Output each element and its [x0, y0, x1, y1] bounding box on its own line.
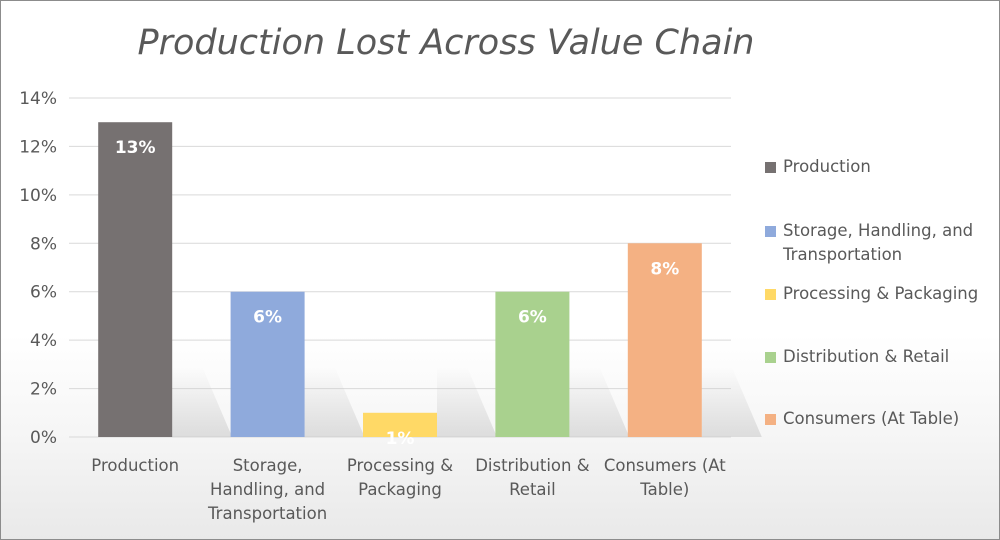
bar-shadow [304, 367, 365, 437]
y-tick-label: 4% [30, 331, 57, 351]
bar-shadow [437, 367, 497, 437]
legend-swatch [765, 162, 776, 173]
bar [230, 291, 305, 437]
bar-shadow [172, 367, 233, 437]
bar [98, 122, 173, 437]
data-label: 6% [518, 308, 547, 328]
chart-title: Production Lost Across Value Chain [137, 23, 755, 63]
legend-item: Consumers (At Table) [765, 407, 959, 431]
y-tick-label: 0% [30, 428, 57, 448]
y-tick-label: 6% [30, 283, 57, 303]
legend-swatch [765, 414, 776, 425]
legend-item: Storage, Handling, and Transportation [765, 219, 973, 267]
legend-label: Distribution & Retail [783, 347, 950, 366]
bar [363, 412, 437, 437]
x-tick-label: Production [91, 456, 179, 475]
x-tick-label: Storage, Handling, and Transportation [207, 456, 327, 523]
legend-item: Production [765, 155, 871, 179]
bar [627, 243, 702, 437]
legend-item: Processing & Packaging [765, 282, 978, 306]
data-label: 13% [115, 138, 156, 158]
y-tick-label: 12% [19, 137, 57, 157]
legend-swatch [765, 226, 776, 237]
y-tick-label: 2% [30, 380, 57, 400]
legend-label: Production [783, 157, 871, 176]
legend-swatch [765, 289, 776, 300]
x-tick-label: Distribution & Retail [475, 456, 590, 499]
legend-label: Storage, Handling, and Transportation [783, 221, 974, 264]
data-label: 8% [650, 259, 679, 279]
bar [495, 291, 570, 437]
x-tick-label: Processing & Packaging [347, 456, 453, 499]
bar-shadow [701, 367, 762, 437]
x-tick-label: Consumers (At Table) [604, 456, 726, 499]
data-label: 6% [253, 308, 282, 328]
data-label: 1% [386, 429, 415, 449]
legend-item: Distribution & Retail [765, 345, 949, 369]
legend-swatch [765, 352, 776, 363]
legend-label: Consumers (At Table) [783, 409, 960, 428]
legend-label: Processing & Packaging [783, 284, 979, 303]
y-tick-label: 10% [19, 186, 57, 206]
bar-shadow [569, 367, 630, 437]
y-tick-label: 14% [19, 89, 57, 109]
y-tick-label: 8% [30, 234, 57, 254]
